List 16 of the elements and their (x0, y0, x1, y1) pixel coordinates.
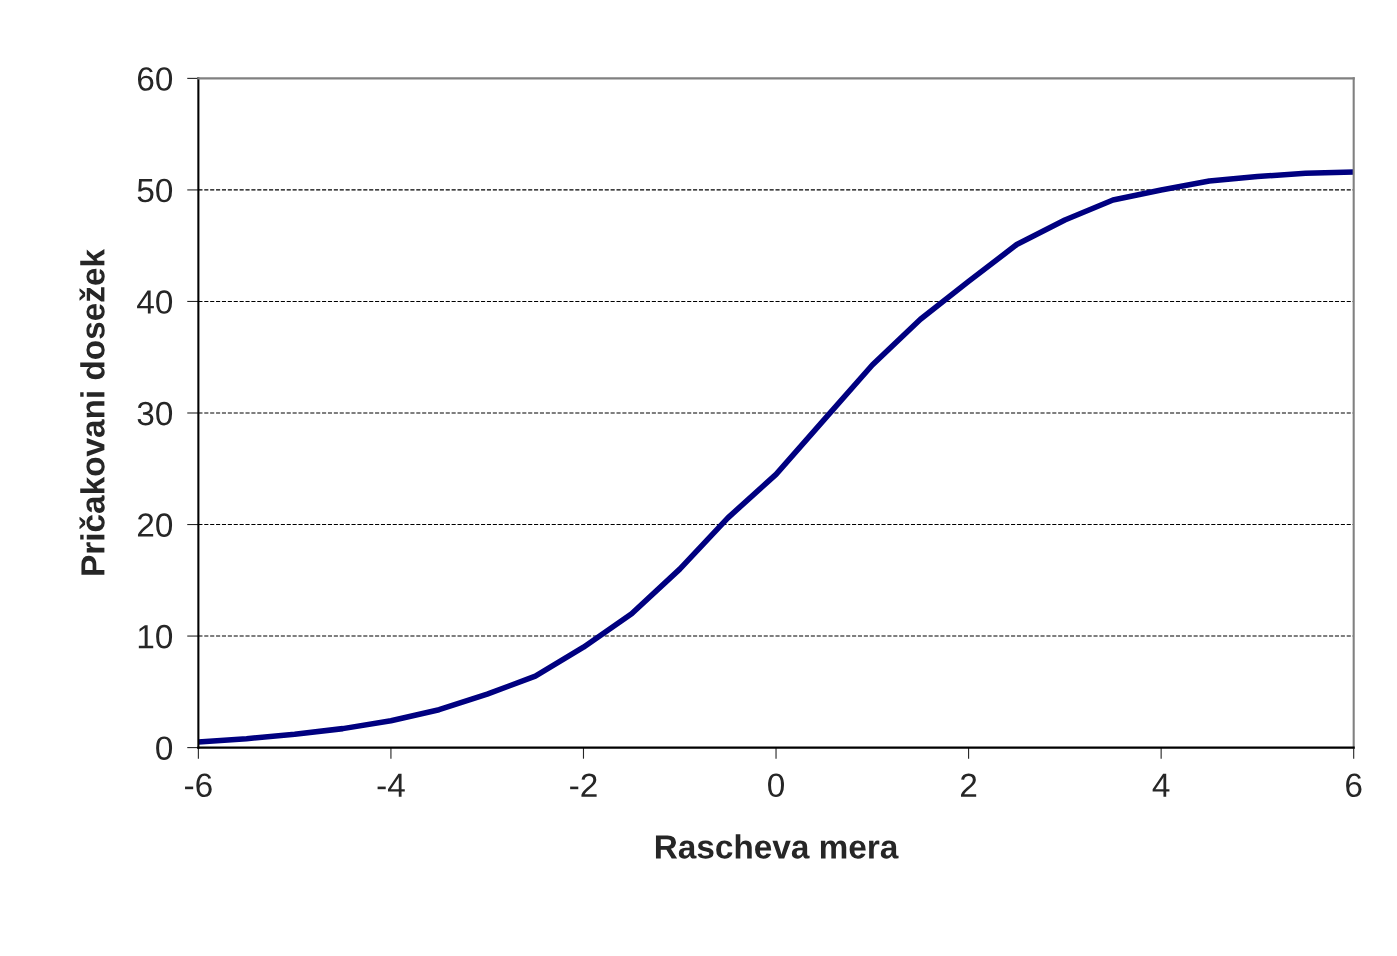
y-tick-label: 0 (156, 736, 173, 760)
y-axis-title: Pričakovani dosežek (79, 248, 105, 575)
y-tick-label: 40 (137, 290, 173, 314)
x-tick-label: 0 (768, 773, 784, 798)
y-tick-label: 30 (137, 401, 173, 426)
y-tick-label: 20 (137, 513, 173, 537)
x-tick-label: 4 (1152, 773, 1170, 797)
x-tick-label: -4 (377, 773, 405, 797)
x-tick-label: 2 (961, 773, 977, 797)
x-tick-label: -2 (570, 773, 597, 797)
y-tick-label: 10 (138, 624, 173, 649)
x-axis-title: Rascheva mera (655, 834, 899, 859)
y-tick-label: 60 (137, 67, 173, 91)
x-tick-label: 6 (1346, 773, 1362, 798)
y-tick-label: 50 (137, 178, 173, 203)
x-tick-label: -6 (185, 773, 212, 798)
